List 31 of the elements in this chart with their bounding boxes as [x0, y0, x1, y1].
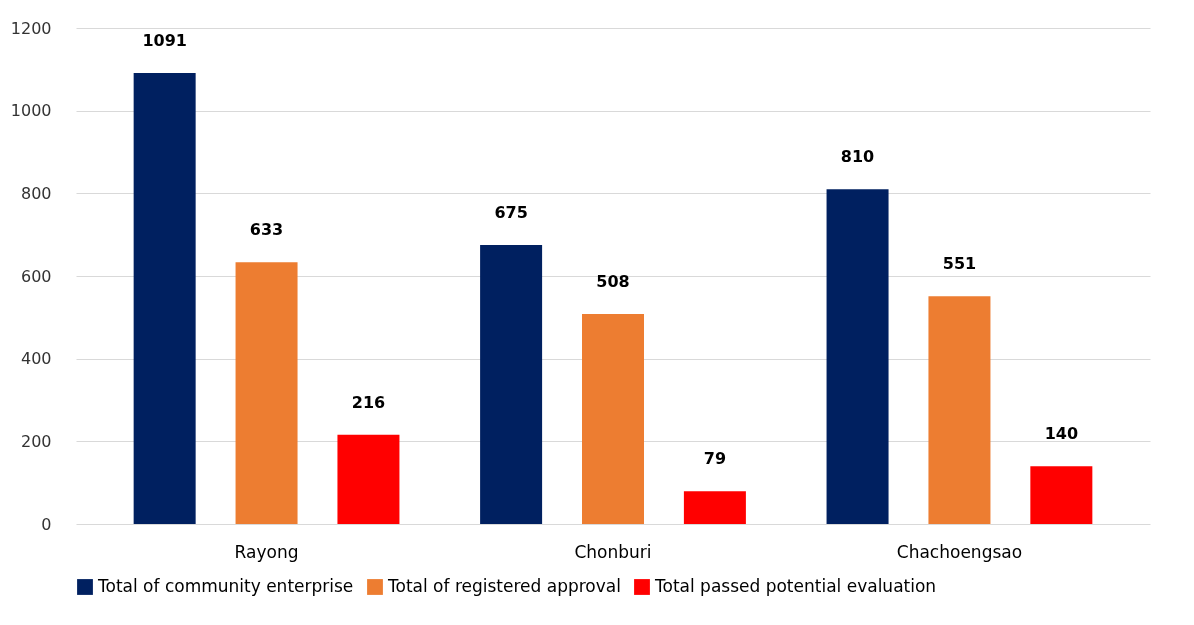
data-label: 675 — [494, 203, 528, 222]
y-tick-label: 800 — [20, 183, 52, 203]
x-tick-label: Chonburi — [574, 541, 652, 562]
bar — [928, 296, 991, 524]
data-label: 551 — [942, 254, 977, 274]
y-tick-label: 1200 — [10, 18, 52, 38]
y-tick-label: 600 — [20, 266, 52, 286]
data-label: 140 — [1044, 424, 1079, 444]
y-tick-label: 200 — [20, 431, 52, 451]
data-label: 633 — [249, 220, 284, 240]
bar — [337, 434, 400, 524]
data-label: 79 — [703, 449, 727, 469]
bar — [235, 262, 298, 524]
data-label: 216 — [351, 392, 386, 412]
bar — [480, 245, 543, 524]
bar — [683, 491, 746, 524]
data-label: 1091 — [142, 31, 187, 51]
bar — [1030, 466, 1093, 524]
y-tick-label: 400 — [20, 349, 52, 369]
data-label: 508 — [596, 272, 630, 292]
legend-label: Total of community enterprise — [97, 576, 354, 596]
y-tick-label: 0 — [41, 514, 52, 534]
bar — [826, 189, 889, 524]
bar — [582, 314, 644, 524]
x-tick-label: Chachoengsao — [896, 541, 1023, 562]
legend-label: Total passed potential evaluation — [654, 576, 937, 596]
x-tick-label: Rayong — [234, 541, 299, 562]
bar — [133, 73, 196, 524]
data-label: 810 — [840, 147, 875, 167]
y-tick-label: 1000 — [10, 101, 52, 121]
legend-label: Total of registered approval — [387, 576, 621, 596]
